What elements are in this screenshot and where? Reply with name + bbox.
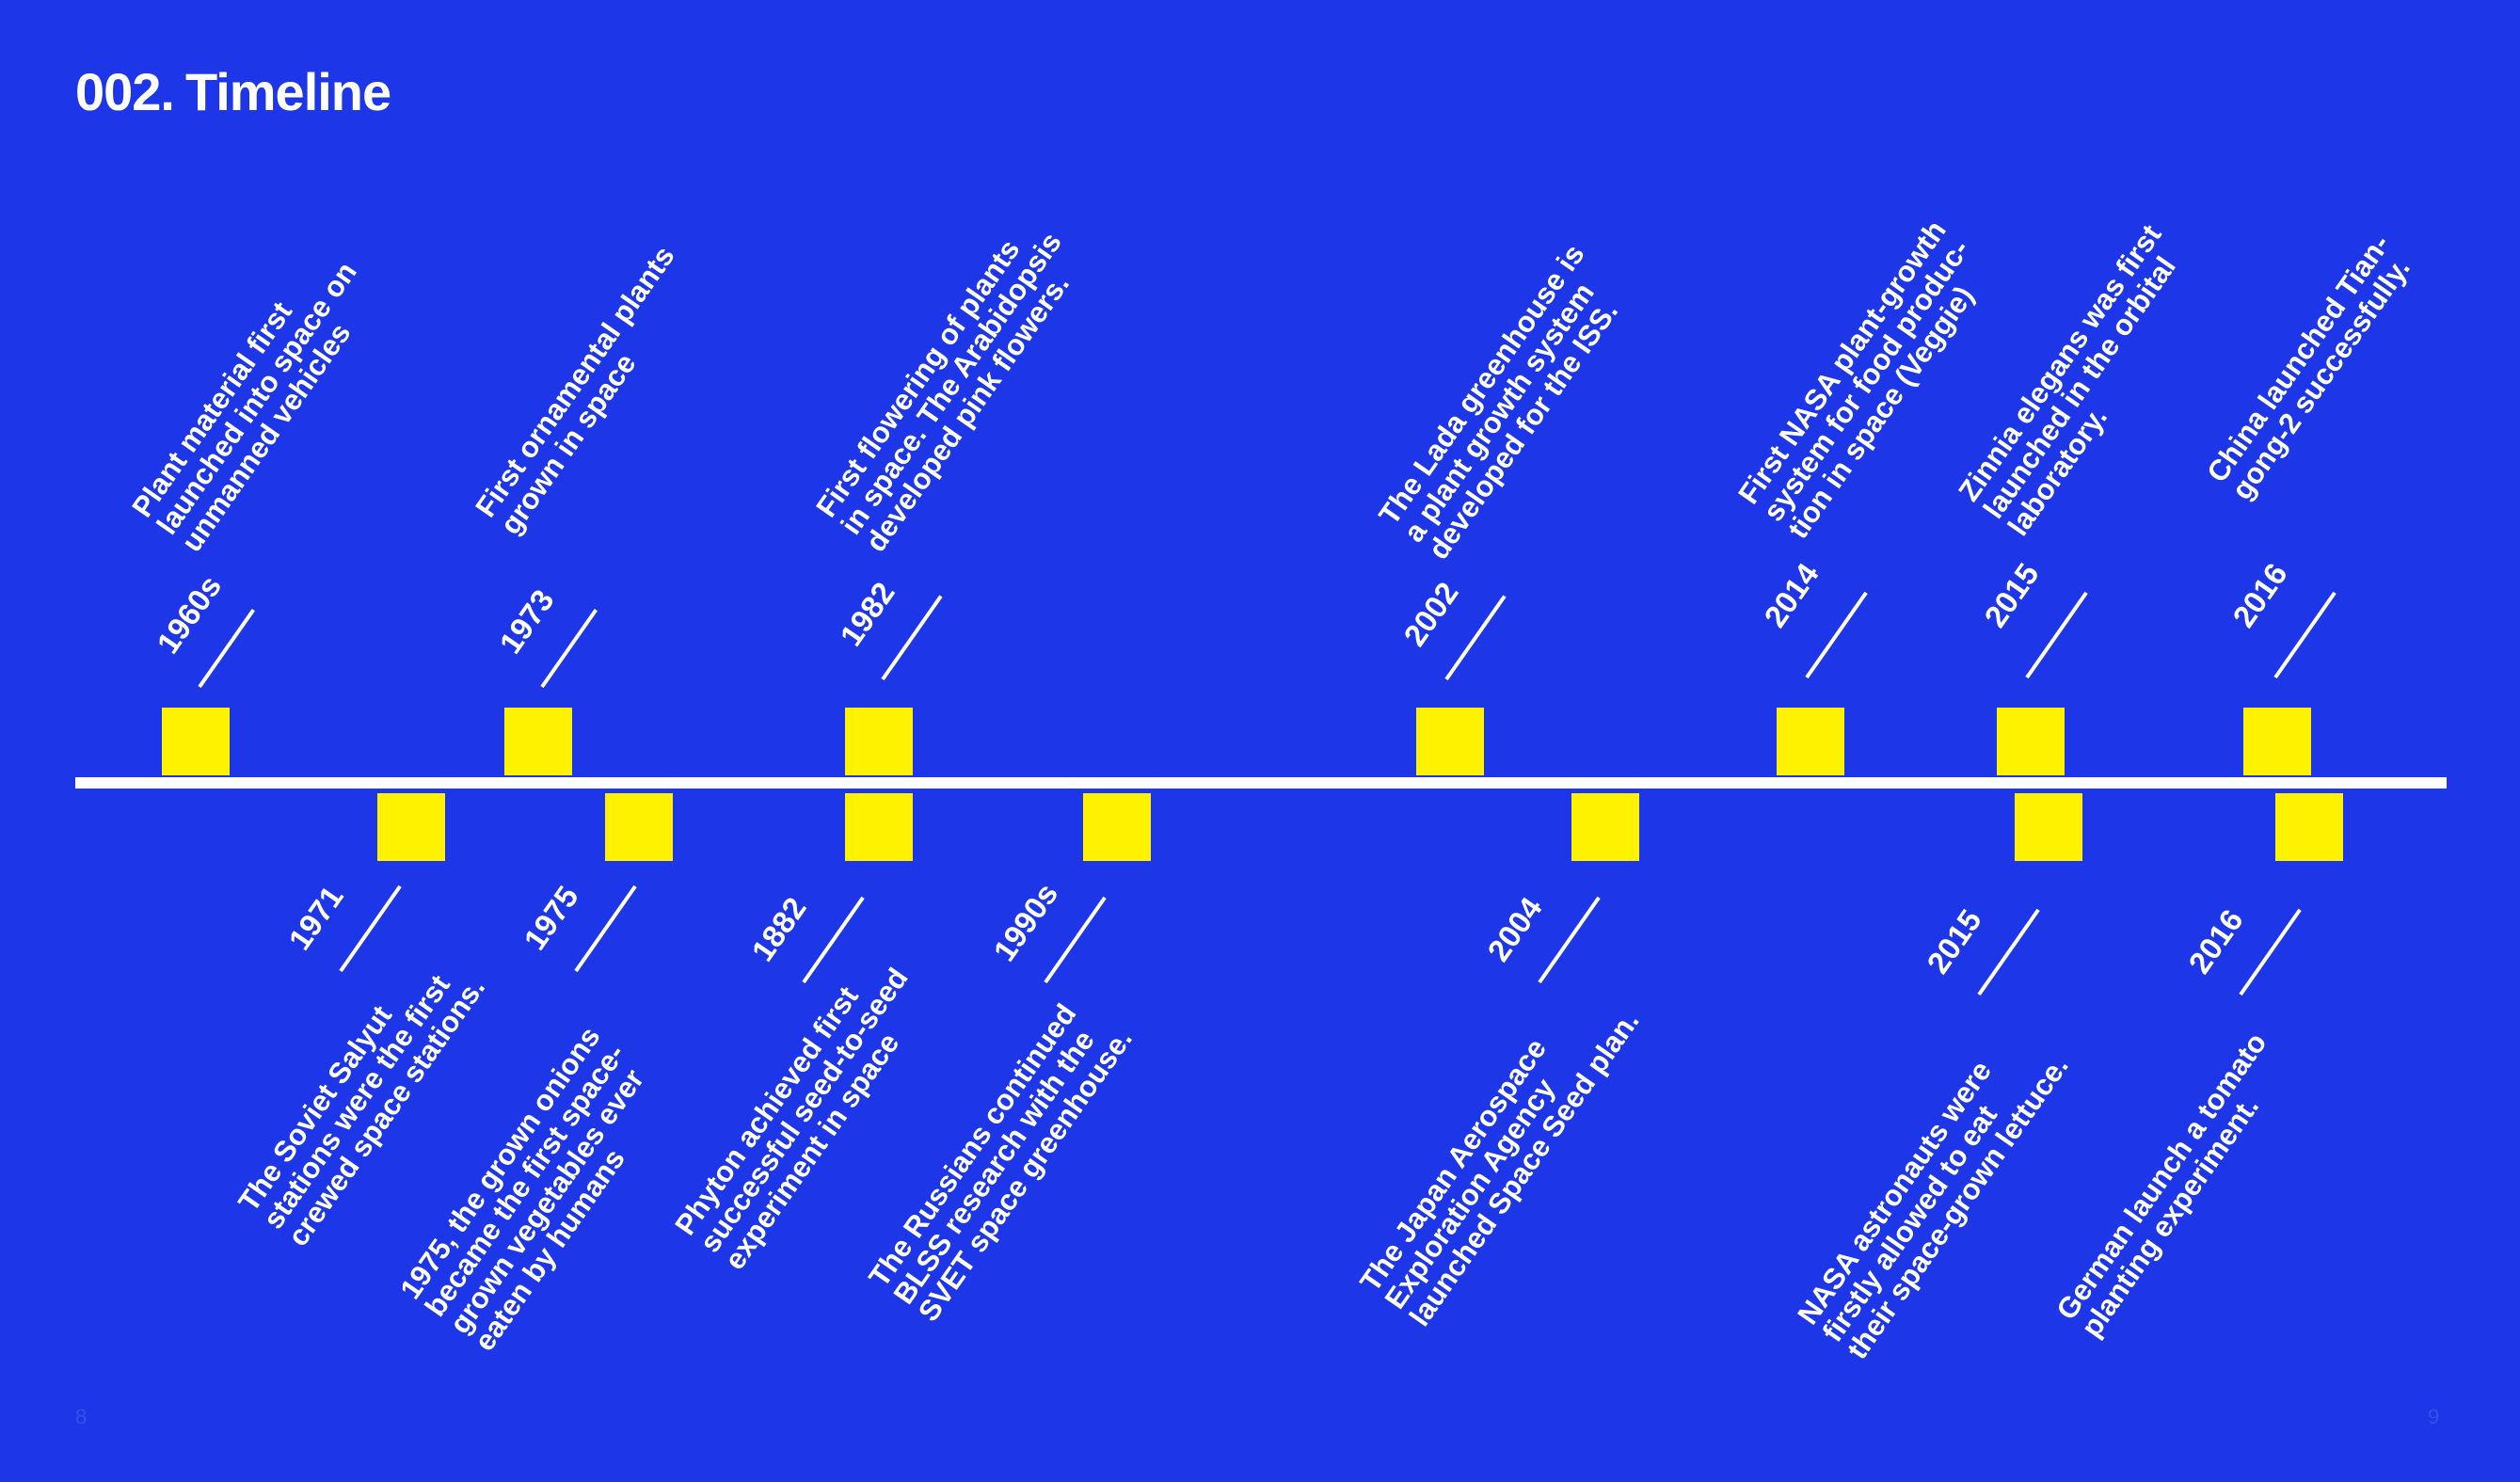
event-year: 2015 xyxy=(1920,902,1988,980)
event-marker xyxy=(504,708,572,775)
event-marker xyxy=(162,708,230,775)
event-description: The Lada greenhouse is a plant growth sy… xyxy=(1372,238,1625,566)
event-description: Plant material first launched into space… xyxy=(125,256,363,558)
event-description: First flowering of plants in space. The … xyxy=(809,226,1077,558)
event-year: 1971 xyxy=(281,879,350,957)
event-marker xyxy=(2275,793,2343,861)
event-description: NASA astronauts were firstly allowed to … xyxy=(1791,1049,2075,1365)
page-title-text: Timeline xyxy=(185,62,391,121)
event-marker xyxy=(605,793,673,861)
event-description: First ornamental plants grown in space xyxy=(469,240,681,541)
event-year: 1990s xyxy=(986,876,1065,968)
timeline-axis xyxy=(75,777,2447,789)
event-marker xyxy=(845,793,913,861)
event-year: 1982 xyxy=(833,575,901,653)
event-connector xyxy=(198,608,255,689)
event-marker xyxy=(1416,708,1484,775)
event-connector xyxy=(1805,591,1868,679)
event-year: 1973 xyxy=(492,582,561,661)
event-connector xyxy=(540,608,598,689)
event-year: 1960s xyxy=(150,568,229,661)
page-title: 002. Timeline xyxy=(75,66,391,119)
event-marker xyxy=(845,708,913,775)
event-year: 2002 xyxy=(1396,575,1465,653)
event-year: 2014 xyxy=(1757,556,1826,634)
event-description: China launched Tian- gong-2 successfully… xyxy=(2200,228,2416,506)
event-description: 1975, the grown onions became the first … xyxy=(393,1020,651,1357)
event-marker xyxy=(1777,708,1844,775)
event-marker xyxy=(2015,793,2082,861)
event-year: 2016 xyxy=(2225,556,2294,634)
event-description: German launch a tomato planting experime… xyxy=(2049,1027,2273,1344)
event-marker xyxy=(377,793,445,861)
event-year: 2016 xyxy=(2181,902,2250,980)
event-connector xyxy=(2025,591,2088,679)
event-description: The Japan Aerospace Exploration Agency l… xyxy=(1353,1005,1646,1332)
event-marker xyxy=(1997,708,2065,775)
page-number-right: 9 xyxy=(2428,1405,2440,1428)
event-marker xyxy=(1571,793,1639,861)
event-connector xyxy=(2273,591,2337,679)
event-year: 2015 xyxy=(1977,556,2046,634)
event-marker xyxy=(2243,708,2311,775)
event-year: 2004 xyxy=(1480,890,1549,968)
page-number-left: 8 xyxy=(75,1405,88,1428)
event-marker xyxy=(1083,793,1151,861)
page-title-number: 002. xyxy=(75,62,175,121)
event-year: 1882 xyxy=(744,890,813,968)
event-year: 1975 xyxy=(517,879,585,957)
